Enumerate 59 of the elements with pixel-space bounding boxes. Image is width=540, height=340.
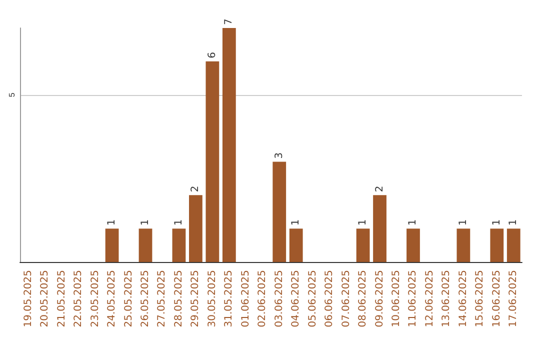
x-tick-label: 10.06.2025	[391, 270, 402, 328]
x-tick-label: 23.05.2025	[90, 270, 101, 328]
bar	[490, 228, 504, 262]
bar	[506, 228, 520, 262]
x-tick-label: 31.05.2025	[224, 270, 235, 328]
data-label: 1	[290, 219, 302, 226]
data-label: 3	[274, 152, 285, 159]
x-tick-label: 03.06.2025	[274, 270, 285, 328]
data-label: 2	[190, 186, 202, 192]
x-tick-label: 28.05.2025	[173, 270, 184, 328]
bar	[189, 195, 202, 262]
x-tick-label: 05.06.2025	[307, 270, 318, 328]
x-tick-label: 06.06.2025	[324, 270, 336, 328]
data-label: 6	[206, 52, 218, 58]
data-label: 1	[140, 219, 151, 226]
x-tick-label: 25.05.2025	[123, 270, 134, 328]
data-label: 1	[106, 219, 118, 226]
data-label: 1	[508, 219, 520, 226]
x-tick-label: 08.06.2025	[358, 270, 369, 328]
x-tick-label: 29.05.2025	[190, 270, 202, 328]
x-tick-label: 09.06.2025	[374, 270, 386, 328]
bar	[172, 228, 186, 262]
y-tick-label: 5	[8, 92, 16, 98]
x-tick-label: 02.06.2025	[257, 270, 268, 328]
x-tick-label: 11.06.2025	[408, 270, 419, 328]
x-tick-label: 27.05.2025	[156, 270, 168, 328]
x-tick-label: 26.05.2025	[140, 270, 151, 328]
x-tick-label: 13.06.2025	[441, 270, 452, 328]
bar	[406, 228, 420, 262]
data-label: 7	[224, 18, 235, 25]
bar	[356, 228, 370, 262]
x-tick-label: 21.05.2025	[56, 270, 68, 328]
data-label: 2	[374, 186, 386, 192]
data-label: 1	[458, 219, 469, 226]
x-tick-label: 24.05.2025	[106, 270, 118, 328]
x-tick-label: 30.05.2025	[206, 270, 218, 328]
x-tick-label: 16.06.2025	[491, 270, 502, 328]
data-label: 1	[173, 219, 184, 226]
data-label: 1	[358, 219, 369, 226]
x-tick-label: 15.06.2025	[474, 270, 486, 328]
bar	[289, 228, 303, 262]
x-tick-label: 20.05.2025	[40, 270, 51, 328]
bar	[456, 228, 470, 262]
bar	[272, 162, 286, 262]
x-tick-label: 01.06.2025	[240, 270, 252, 328]
x-tick-label: 04.06.2025	[290, 270, 302, 328]
bar	[138, 228, 152, 262]
bar	[373, 195, 386, 262]
bar	[206, 61, 220, 262]
bar	[222, 28, 236, 262]
x-tick-label: 07.06.2025	[340, 270, 352, 328]
data-label: 1	[408, 219, 419, 226]
data-label: 1	[491, 219, 502, 226]
x-tick-label: 12.06.2025	[424, 270, 436, 328]
x-tick-label: 17.06.2025	[508, 270, 520, 328]
x-tick-label: 19.05.2025	[22, 270, 34, 328]
x-tick-label: 22.05.2025	[73, 270, 84, 328]
bar	[105, 228, 119, 262]
x-tick-label: 14.06.2025	[458, 270, 469, 328]
